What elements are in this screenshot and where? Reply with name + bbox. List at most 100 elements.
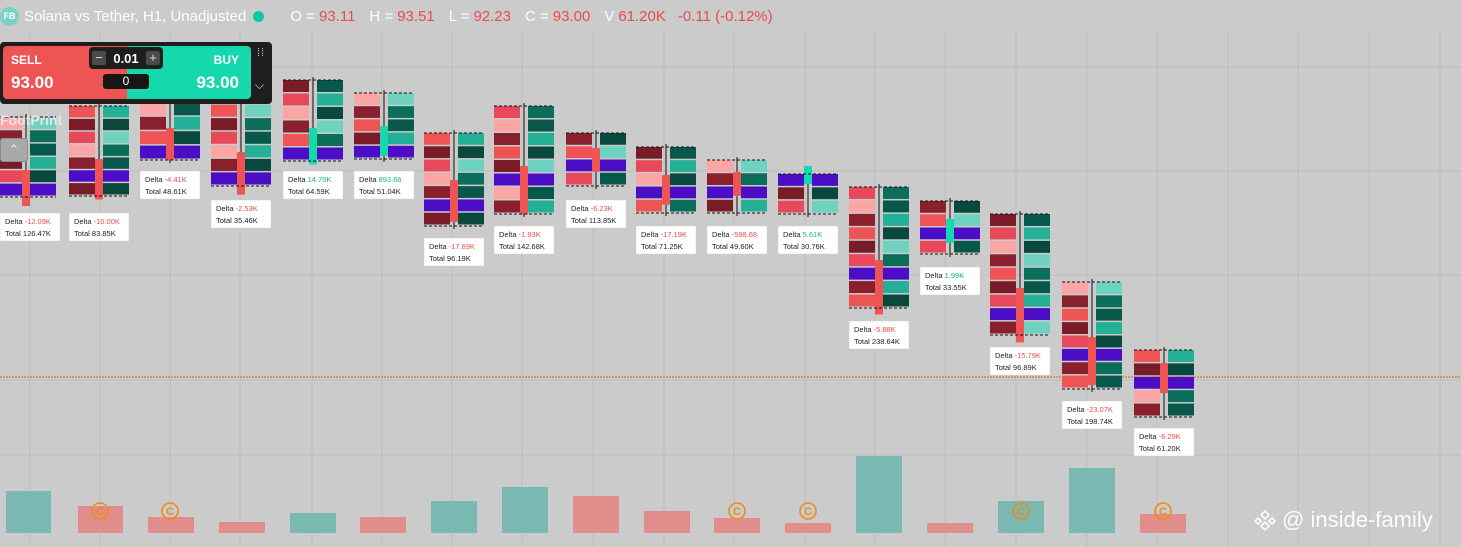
sell-volume-cell	[140, 145, 166, 159]
delta-text: Delta -1.93K	[499, 230, 541, 239]
total-text: Total 51.04K	[359, 187, 401, 196]
sell-volume-cell	[990, 308, 1016, 321]
price-change: -0.11 (-0.12%)	[677, 7, 773, 25]
volume-bar	[290, 513, 336, 533]
buy-volume-cell	[812, 187, 838, 200]
sell-volume-cell	[211, 158, 237, 171]
delta-total-box	[706, 225, 768, 255]
volume-bar	[6, 491, 51, 533]
sell-volume-cell	[69, 131, 95, 144]
sell-volume-cell	[707, 199, 733, 212]
buy-button[interactable]: BUY 93.00	[127, 46, 251, 99]
volume-bar	[1069, 468, 1115, 533]
buy-volume-cell	[1096, 322, 1122, 334]
buy-volume-cell	[317, 120, 343, 133]
volume-bar	[714, 518, 760, 533]
delta-text: Delta -5.88K	[854, 325, 896, 334]
indicator-label[interactable]: FootPrint	[0, 112, 63, 128]
event-marker-icon: C	[161, 502, 179, 520]
footprint-bar: Delta 893.66 Total 51.04K	[353, 90, 415, 200]
buy-volume-cell	[103, 170, 129, 182]
decrease-quantity-button[interactable]: −	[92, 51, 106, 65]
delta-text: Delta 5.61K	[783, 230, 822, 239]
drag-handle-icon[interactable]: ⁞⁞	[257, 47, 266, 59]
buy-volume-cell	[174, 116, 200, 130]
quantity-value[interactable]: 0.01	[113, 50, 139, 66]
sell-volume-cell	[0, 130, 22, 143]
sell-volume-cell	[69, 157, 95, 169]
volume-value: 61.20K	[618, 7, 666, 25]
increase-quantity-button[interactable]: +	[146, 51, 160, 65]
sell-volume-cell	[990, 240, 1016, 253]
delta-text: Delta -17.19K	[641, 230, 687, 239]
sell-volume-cell	[140, 102, 166, 116]
sell-button[interactable]: SELL 93.00	[3, 46, 127, 99]
chevron-down-icon[interactable]: ⌵	[255, 78, 265, 92]
event-marker-ring	[1154, 502, 1172, 520]
buy-volume-cell	[103, 131, 129, 144]
symbol-title[interactable]: Solana vs Tether, H1, Unadjusted	[24, 7, 247, 25]
sell-volume-cell	[1062, 322, 1088, 334]
buy-volume-cell	[600, 146, 626, 158]
sell-volume-cell	[1134, 363, 1160, 376]
buy-volume-cell	[103, 144, 129, 156]
buy-volume-cell	[528, 187, 554, 199]
buy-volume-cell	[1024, 214, 1050, 226]
footprint-bar: Delta 1.99K Total 33.55K	[919, 198, 981, 296]
sell-volume-cell	[283, 93, 309, 106]
delta-total-box	[1061, 400, 1123, 430]
total-text: Total 198.74K	[1067, 417, 1113, 426]
delta-text: Delta -6.23K	[571, 204, 613, 213]
delta-text: Delta -2.53K	[216, 204, 258, 213]
buy-volume-cell	[600, 159, 626, 172]
sell-volume-cell	[1134, 390, 1160, 403]
buy-volume-cell	[1096, 362, 1122, 375]
footprint-bar: Delta -10.00K Total 83.85K	[68, 103, 130, 242]
buy-volume-cell	[245, 145, 271, 158]
sell-volume-cell	[636, 173, 662, 186]
candle-body	[309, 128, 317, 165]
chevron-up-icon[interactable]: ⌃	[0, 138, 28, 162]
sell-label: SELL	[11, 53, 42, 67]
event-marker-letter: C	[96, 506, 104, 518]
candle-body	[733, 172, 741, 196]
sell-volume-cell	[283, 80, 309, 92]
sell-volume-cell	[0, 117, 22, 129]
delta-text: Delta -4.41K	[145, 175, 187, 184]
buy-volume-cell	[1024, 308, 1050, 321]
sell-volume-cell	[920, 227, 946, 240]
sell-volume-cell	[849, 240, 875, 253]
sell-volume-cell	[0, 157, 22, 169]
quantity-stepper[interactable]: − 0.01 +	[89, 47, 163, 69]
sell-volume-cell	[1134, 350, 1160, 362]
buy-volume-cell	[1024, 281, 1050, 294]
sell-volume-cell	[990, 321, 1016, 334]
event-marker-letter: C	[1017, 506, 1025, 518]
event-marker-icon: C	[1012, 502, 1030, 520]
total-text: Total 113.85K	[571, 216, 616, 225]
buy-volume-cell	[30, 157, 56, 169]
buy-volume-cell	[1096, 375, 1122, 388]
event-marker-icon: C	[91, 502, 109, 520]
buy-volume-cell	[458, 199, 484, 212]
sell-volume-cell	[849, 213, 875, 226]
total-text: Total 71.25K	[641, 242, 683, 251]
sell-volume-cell	[211, 131, 237, 144]
sell-volume-cell	[566, 133, 592, 145]
volume-label: V	[604, 7, 615, 25]
sell-volume-cell	[1062, 375, 1088, 388]
buy-volume-cell	[1024, 227, 1050, 240]
buy-volume-cell	[1096, 308, 1122, 321]
delta-total-box	[353, 170, 415, 200]
candle-body	[662, 175, 670, 205]
volume-bar	[998, 501, 1044, 533]
buy-volume-cell	[954, 240, 980, 253]
sell-volume-cell	[566, 159, 592, 172]
buy-volume-cell	[317, 134, 343, 146]
sell-volume-cell	[990, 267, 1016, 280]
total-text: Total 64.59K	[288, 187, 330, 196]
sell-volume-cell	[283, 147, 309, 160]
sell-volume-cell	[354, 145, 380, 158]
buy-volume-cell	[528, 119, 554, 132]
